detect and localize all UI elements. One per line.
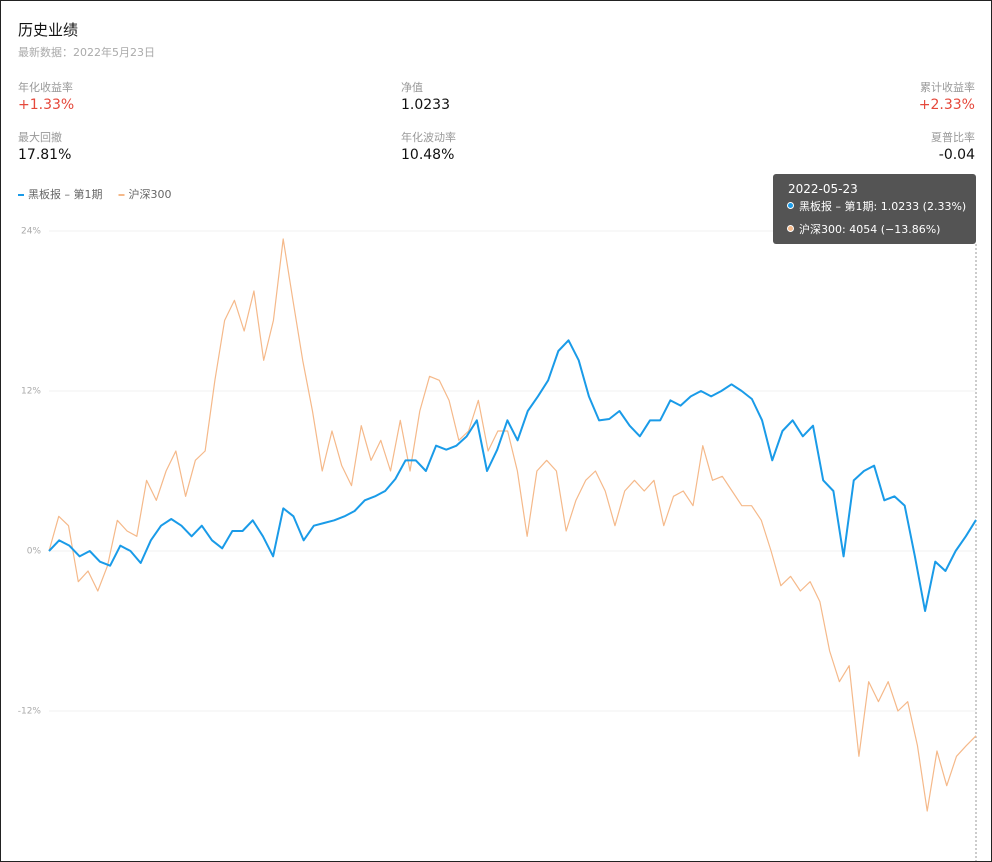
y-tick-label: 12% (21, 387, 41, 397)
stat-label: 最大回撤 (18, 131, 62, 144)
y-tick-label: 0% (27, 547, 42, 557)
series-line (48, 339, 977, 612)
tooltip-dot (787, 202, 794, 209)
stat-value: 17.81% (18, 147, 72, 163)
stat-label: 夏普比率 (931, 131, 975, 144)
tooltip-dot (787, 225, 794, 232)
tooltip-line: 黑板报 – 第1期: 1.0233 (2.33%) (799, 200, 967, 213)
title: 历史业绩 (18, 21, 79, 39)
stat-label: 年化波动率 (401, 131, 456, 144)
stat-value: +1.33% (18, 97, 75, 113)
series-line (48, 238, 977, 812)
stat-value: -0.04 (938, 147, 975, 163)
subtitle: 最新数据：2022年5月23日 (18, 46, 155, 59)
tooltip-line: 沪深300: 4054 (−13.86%) (799, 223, 941, 236)
y-tick-label: -12% (18, 707, 42, 717)
stat-value: +2.33% (918, 97, 975, 113)
stat-label: 年化收益率 (18, 81, 73, 94)
stat-label: 累计收益率 (920, 81, 975, 94)
legend-label: 沪深300 (129, 187, 172, 201)
y-tick-label: 24% (21, 227, 41, 237)
stat-label: 净值 (401, 81, 423, 94)
tooltip-date: 2022-05-23 (788, 182, 858, 196)
legend-label: 黑板报 – 第1期 (28, 187, 103, 201)
stat-value: 1.0233 (401, 97, 450, 113)
stat-value: 10.48% (401, 147, 455, 163)
tooltip: 2022-05-23 黑板报 – 第1期: 1.0233 (2.33%) 沪深3… (773, 174, 976, 244)
